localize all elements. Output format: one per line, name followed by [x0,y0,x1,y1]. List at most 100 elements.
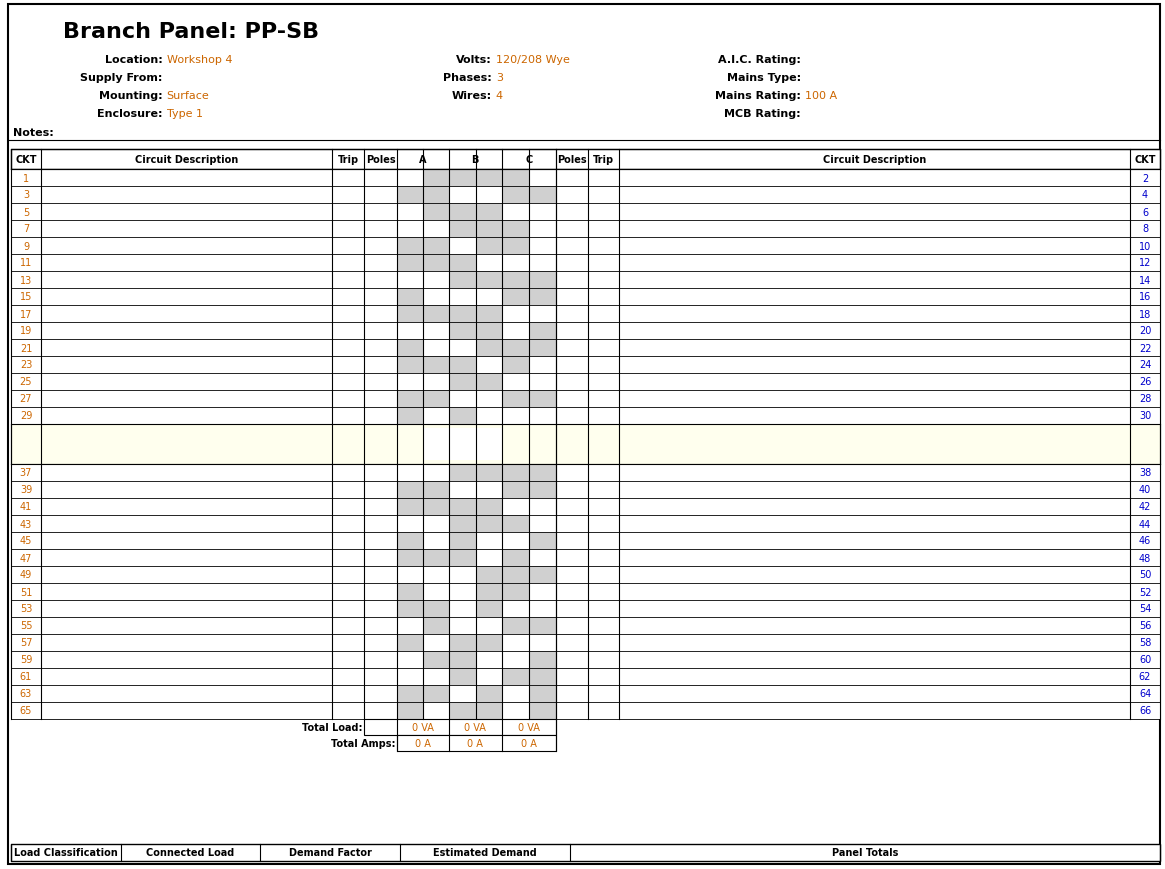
Bar [502,567,529,583]
Bar [529,187,556,203]
Bar [10,499,1160,515]
Text: 11: 11 [20,258,33,269]
Text: 0 A: 0 A [521,738,537,748]
Bar [10,322,1160,340]
Bar [10,583,1160,600]
Text: Mounting:: Mounting: [99,91,163,101]
Text: A: A [419,155,426,165]
Bar [502,169,529,187]
Bar [502,238,529,255]
Bar [502,617,529,634]
Text: CKT: CKT [1135,155,1156,165]
Bar [423,356,449,374]
Text: 29: 29 [20,411,33,421]
Text: 47: 47 [20,553,33,563]
Text: 42: 42 [1139,502,1151,512]
Bar [475,499,502,515]
Bar [10,374,1160,390]
Text: C: C [525,155,532,165]
Bar [475,374,502,390]
Bar [423,617,449,634]
Bar [397,340,423,356]
Text: Workshop 4: Workshop 4 [167,55,232,65]
Bar [10,617,1160,634]
Bar [397,408,423,425]
Text: Load Classification: Load Classification [14,847,118,858]
Bar [529,322,556,340]
Bar [10,464,1160,481]
Text: 53: 53 [20,604,33,614]
Bar [475,340,502,356]
Bar [10,187,1160,203]
Bar [397,356,423,374]
Text: 0 A: 0 A [415,738,431,748]
Text: 5: 5 [23,208,29,217]
Text: 120/208 Wye: 120/208 Wye [496,55,570,65]
Text: 56: 56 [1139,620,1151,631]
Text: 2: 2 [1142,173,1149,183]
Bar [502,515,529,533]
Text: 45: 45 [20,536,33,546]
Bar [10,634,1160,651]
Bar [529,390,556,408]
Bar [10,567,1160,583]
Text: 49: 49 [20,570,33,580]
Bar [423,187,449,203]
Bar [449,549,475,567]
Text: 12: 12 [1139,258,1151,269]
Text: 0 VA: 0 VA [465,722,486,733]
Text: 25: 25 [20,377,33,387]
Text: B: B [472,155,479,165]
Bar [475,169,502,187]
Text: Demand Factor: Demand Factor [289,847,372,858]
Bar [10,533,1160,549]
Bar [397,289,423,306]
Bar [529,289,556,306]
Text: Surface: Surface [167,91,210,101]
Text: 55: 55 [20,620,33,631]
Bar [475,221,502,238]
Text: 20: 20 [1139,326,1151,336]
Bar [529,651,556,668]
Bar [10,238,1160,255]
Text: 26: 26 [1139,377,1151,387]
Bar [449,322,475,340]
Bar [397,255,423,272]
Bar [475,238,502,255]
Bar [449,702,475,720]
Bar [475,272,502,289]
Bar [423,481,449,499]
Text: 24: 24 [1139,360,1151,370]
Text: 22: 22 [1139,343,1151,353]
Text: 51: 51 [20,587,33,597]
Bar [10,702,1160,720]
Text: 3: 3 [496,73,503,83]
Text: 40: 40 [1139,485,1151,495]
Bar [529,702,556,720]
Text: 27: 27 [20,394,33,404]
Bar [449,255,475,272]
Text: Connected Load: Connected Load [147,847,234,858]
Bar [10,425,1160,464]
Text: 63: 63 [20,689,33,699]
Text: Phases:: Phases: [443,73,492,83]
Text: 18: 18 [1139,309,1151,319]
Text: Mains Type:: Mains Type: [727,73,802,83]
Text: 7: 7 [23,224,29,235]
Bar [502,583,529,600]
Bar [502,549,529,567]
Text: 100 A: 100 A [805,91,838,101]
Bar [397,390,423,408]
Bar [502,340,529,356]
Text: 58: 58 [1139,638,1151,647]
Bar [397,702,423,720]
Bar [529,464,556,481]
Bar [397,499,423,515]
Bar [423,428,502,461]
Bar [449,203,475,221]
Bar [397,686,423,702]
Bar [10,549,1160,567]
Text: 62: 62 [1139,672,1151,681]
Bar [10,481,1160,499]
Bar [475,322,502,340]
